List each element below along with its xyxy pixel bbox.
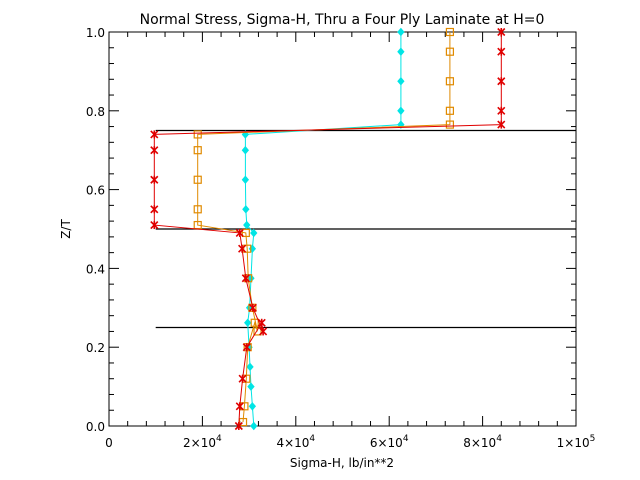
y-tick-label: 0.0 xyxy=(86,420,105,434)
star-marker xyxy=(497,47,506,56)
diamond-marker xyxy=(248,402,257,411)
star-marker xyxy=(257,318,266,327)
x-tick-label: 6×104 xyxy=(370,434,409,450)
y-tick-label: 0.6 xyxy=(86,184,105,198)
star-marker xyxy=(497,77,506,86)
star-marker xyxy=(150,205,159,214)
square-marker xyxy=(445,47,455,56)
star-marker xyxy=(242,343,251,352)
diamond-marker xyxy=(243,220,251,230)
diamond-marker xyxy=(250,421,258,431)
square-marker xyxy=(250,318,259,327)
y-tick-label: 0.2 xyxy=(86,341,105,355)
star-marker xyxy=(248,303,257,312)
square-marker xyxy=(243,244,252,253)
x-tick-label: 2×104 xyxy=(183,434,222,450)
star-marker xyxy=(150,175,159,184)
star-marker xyxy=(150,220,159,230)
square-marker xyxy=(445,106,455,115)
y-axis-label: Z/T xyxy=(59,219,73,239)
series-square xyxy=(193,27,455,427)
square-marker xyxy=(253,327,262,336)
star-marker xyxy=(238,374,247,383)
ply-boundaries xyxy=(155,129,576,329)
square-marker xyxy=(243,343,252,352)
x-tick-label: 8×104 xyxy=(463,434,502,450)
star-marker xyxy=(150,146,159,155)
y-tick-label: 0.4 xyxy=(86,262,105,276)
chart-title: Normal Stress, Sigma-H, Thru a Four Ply … xyxy=(140,12,545,28)
diamond-marker xyxy=(241,175,250,185)
diamond-marker xyxy=(397,47,405,56)
star-marker xyxy=(150,130,159,139)
diamond-marker xyxy=(397,76,405,86)
square-marker xyxy=(445,27,455,37)
x-axis-label: Sigma-H, lb/in**2 xyxy=(290,456,394,470)
square-marker xyxy=(193,205,202,214)
diamond-marker xyxy=(242,205,250,214)
square-marker xyxy=(445,77,455,86)
star-marker xyxy=(497,106,506,115)
square-marker xyxy=(445,120,455,129)
x-tick-label: 1×105 xyxy=(557,434,596,450)
star-marker xyxy=(259,327,268,336)
diamond-marker xyxy=(246,362,254,372)
data-series xyxy=(150,27,506,431)
diamond-marker xyxy=(397,27,405,37)
star-marker xyxy=(241,274,250,283)
square-marker xyxy=(193,146,202,155)
star-marker xyxy=(234,421,243,431)
square-marker xyxy=(244,274,253,283)
diamond-marker xyxy=(244,318,252,328)
y-tick-label: 0.8 xyxy=(86,105,105,119)
diamond-marker xyxy=(241,145,250,155)
star-marker xyxy=(497,120,506,129)
square-marker xyxy=(193,175,202,184)
x-tick-labels: 0 2×104 4×104 6×104 8×104 1×105 xyxy=(105,434,595,450)
star-marker xyxy=(235,402,244,411)
axis-ticks xyxy=(108,31,577,427)
series-line xyxy=(197,32,451,423)
x-tick-label: 4×104 xyxy=(276,434,315,450)
star-marker xyxy=(238,244,247,253)
y-tick-label: 1.0 xyxy=(86,26,105,40)
series-star xyxy=(150,27,506,431)
series-diamond xyxy=(241,27,405,431)
y-tick-labels: 0.0 0.2 0.4 0.6 0.8 1.0 xyxy=(86,26,105,434)
square-marker xyxy=(240,402,249,411)
x-tick-label: 0 xyxy=(105,436,113,450)
star-marker xyxy=(497,27,506,37)
diamond-marker xyxy=(397,106,405,116)
square-marker xyxy=(193,130,202,139)
diamond-marker xyxy=(250,228,258,238)
square-marker xyxy=(241,228,250,238)
star-marker xyxy=(235,228,244,238)
diamond-marker xyxy=(247,382,255,391)
